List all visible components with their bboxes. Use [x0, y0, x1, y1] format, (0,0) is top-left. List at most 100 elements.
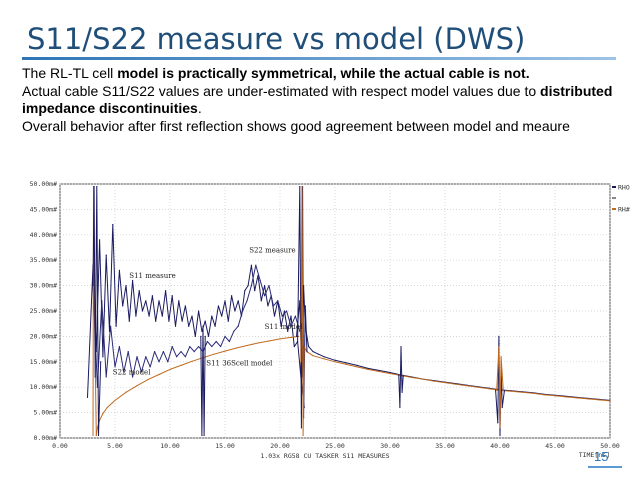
data-point-s11-measure — [125, 285, 127, 287]
data-point-s11-measure — [174, 325, 177, 327]
x-tick-label: 20.00 — [270, 442, 290, 450]
data-point-s11-model — [125, 391, 127, 393]
data-point-s11-measure — [217, 305, 219, 307]
data-point-spike-3 — [93, 185, 95, 188]
y-tick-label: 30.00m# — [30, 282, 57, 290]
data-point-s11-measure — [122, 305, 124, 307]
data-point-decay-measure — [323, 356, 325, 358]
body-p1-bold: model is practically symmetrical, while … — [117, 65, 526, 81]
data-point-decay-model — [312, 355, 314, 357]
data-point-s22-measure — [154, 351, 156, 353]
data-point-s11-measure — [280, 325, 282, 327]
data-point-s22-measure — [228, 340, 230, 343]
data-point-s11-measure — [161, 315, 163, 317]
legend-label: RHO — [618, 184, 630, 192]
data-point-s11-measure — [115, 325, 117, 327]
data-point-s11-measure — [151, 295, 153, 297]
y-tick-label: 10.00m# — [30, 383, 57, 391]
data-point-decay-model — [466, 385, 468, 387]
y-tick-label: 50.00m# — [30, 180, 57, 188]
data-point-decay-measure — [345, 362, 347, 364]
data-point-spike-22 — [306, 351, 308, 353]
data-point-s11-measure — [99, 239, 101, 241]
data-point-decay-measure — [295, 335, 298, 337]
data-point-s11-measure — [283, 310, 285, 312]
data-point-spike-31 — [400, 345, 402, 348]
data-point-spike-40-model — [499, 427, 501, 429]
data-point-s11-measure — [207, 335, 210, 337]
x-tick-label: 0.00 — [52, 442, 68, 450]
x-tick-label: 10.00 — [160, 442, 180, 450]
y-tick-label: 20.00m# — [30, 332, 57, 340]
data-point-decay-model — [554, 395, 556, 397]
data-point-s11-measure — [112, 224, 114, 226]
data-point-decay-measure — [367, 367, 369, 370]
data-point-s22-measure — [255, 264, 257, 266]
data-point-decay-model — [433, 380, 435, 382]
data-point-s22-measure — [101, 300, 103, 302]
data-point-s22-measure — [123, 371, 125, 373]
data-point-s11-measure — [247, 285, 249, 287]
data-point-s22-measure — [246, 300, 248, 302]
data-point-decay-model — [521, 391, 523, 393]
x-axis-label: TIME[ns] — [579, 451, 610, 459]
data-point-decay-model — [488, 388, 490, 390]
data-point-decay-model — [477, 386, 479, 388]
data-point-s22-measure — [259, 279, 261, 282]
data-point-s11-measure — [234, 310, 236, 312]
data-point-s22-measure — [176, 356, 178, 358]
data-point-spike-40 — [501, 406, 503, 409]
data-point-decay-model — [356, 366, 358, 368]
data-point-s22-measure — [290, 325, 292, 327]
data-point-s11-measure — [178, 300, 180, 302]
data-point-s11-measure — [181, 320, 183, 322]
data-point-spike-3 — [94, 376, 96, 378]
data-point-s22-measure — [149, 366, 151, 368]
data-point-spike-31 — [401, 391, 403, 393]
data-point-spike-40 — [495, 389, 497, 391]
y-tick-label: 25.00m# — [30, 307, 57, 315]
data-point-s11-measure — [86, 396, 89, 398]
data-point-s22-measure — [162, 351, 164, 353]
data-point-decay-model — [378, 370, 380, 373]
page-number-rule — [588, 466, 622, 468]
data-point-s22-measure — [211, 345, 213, 348]
y-tick-label: 40.00m# — [30, 231, 57, 239]
data-point-s11-measure — [214, 325, 216, 327]
slide-body: The RL-TL cell model is practically symm… — [22, 65, 622, 135]
data-point-decay-model — [334, 361, 336, 363]
data-point-s11-model — [191, 360, 193, 362]
data-point-s22-measure — [110, 325, 112, 327]
data-point-s11-model — [213, 353, 215, 355]
data-point-s11-measure — [267, 305, 269, 307]
body-p2-lead: Actual cable S11/S22 values are under-es… — [22, 82, 541, 99]
data-point-spike-22-model — [301, 185, 303, 188]
data-point-s11-measure — [165, 290, 167, 292]
data-point-s22-measure — [118, 345, 120, 348]
data-point-decay-model — [389, 372, 391, 375]
body-paragraph-3: Overall behavior after first reflection … — [22, 117, 570, 134]
data-point-s11-measure — [148, 315, 150, 317]
x-tick-label: 25.00 — [325, 442, 345, 450]
data-point-decay-model — [576, 397, 578, 399]
data-point-s11-model-edge — [92, 434, 94, 437]
data-point-s11-measure — [158, 300, 160, 302]
series-line-s11-measure — [87, 224, 305, 408]
data-point-spike-40-model — [498, 345, 500, 348]
data-point-s22-measure — [136, 356, 138, 358]
data-point-s22-measure — [158, 361, 160, 363]
data-point-decay-measure — [334, 359, 336, 361]
data-point-s22-measure — [224, 335, 226, 337]
data-point-spike-13 — [204, 335, 206, 337]
data-point-s11-model — [147, 378, 149, 381]
data-point-spike-13 — [201, 434, 203, 437]
data-point-s11-measure — [260, 300, 262, 302]
data-point-spike-22-model — [300, 361, 302, 363]
data-point-s11-model — [180, 364, 182, 366]
data-point-decay-measure — [356, 364, 358, 366]
page-number: 15 — [594, 449, 609, 464]
data-point-s22-measure — [167, 361, 169, 363]
data-point-s11-model — [246, 344, 248, 347]
chart-annotation: S11 36Scell model — [206, 359, 273, 367]
data-point-s22-measure — [286, 310, 288, 312]
